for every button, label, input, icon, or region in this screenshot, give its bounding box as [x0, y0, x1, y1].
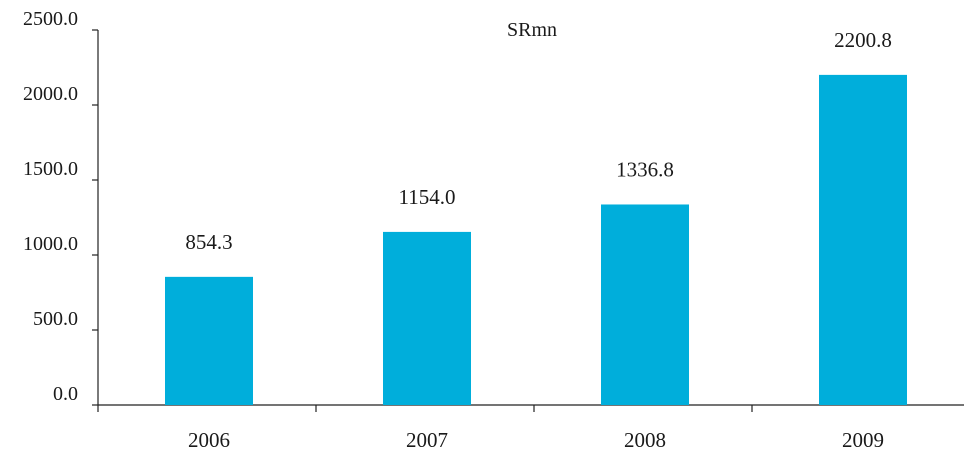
data-label: 854.3 — [185, 230, 232, 254]
y-tick-label: 1500.0 — [23, 158, 78, 180]
y-tick-label: 2000.0 — [23, 83, 78, 105]
data-label: 2200.8 — [834, 28, 892, 52]
bar-2009 — [819, 74, 907, 405]
bar-2007 — [383, 231, 471, 405]
y-tick-label: 0.0 — [53, 383, 78, 405]
value-labels: 854.3 1154.0 1336.8 2200.8 — [185, 28, 892, 254]
y-tick-label: 500.0 — [33, 308, 78, 330]
data-label: 1154.0 — [399, 185, 456, 209]
data-label: 1336.8 — [616, 157, 674, 181]
y-tick-label: 2500.0 — [23, 8, 78, 30]
x-axis: 2006 2007 2008 2009 — [97, 404, 964, 449]
y-axis: 0.0 500.0 1000.0 1500.0 2000.0 2500.0 — [23, 8, 99, 406]
y-tick-label: 1000.0 — [23, 233, 78, 255]
x-tick-label: 2008 — [624, 428, 666, 449]
unit-label: SRmn — [507, 19, 557, 41]
x-tick-label: 2009 — [842, 428, 884, 449]
x-tick-label: 2007 — [406, 428, 448, 449]
x-tick-label: 2006 — [188, 428, 230, 449]
bars — [165, 74, 907, 405]
bar-2008 — [601, 204, 689, 405]
bar-2006 — [165, 276, 253, 405]
